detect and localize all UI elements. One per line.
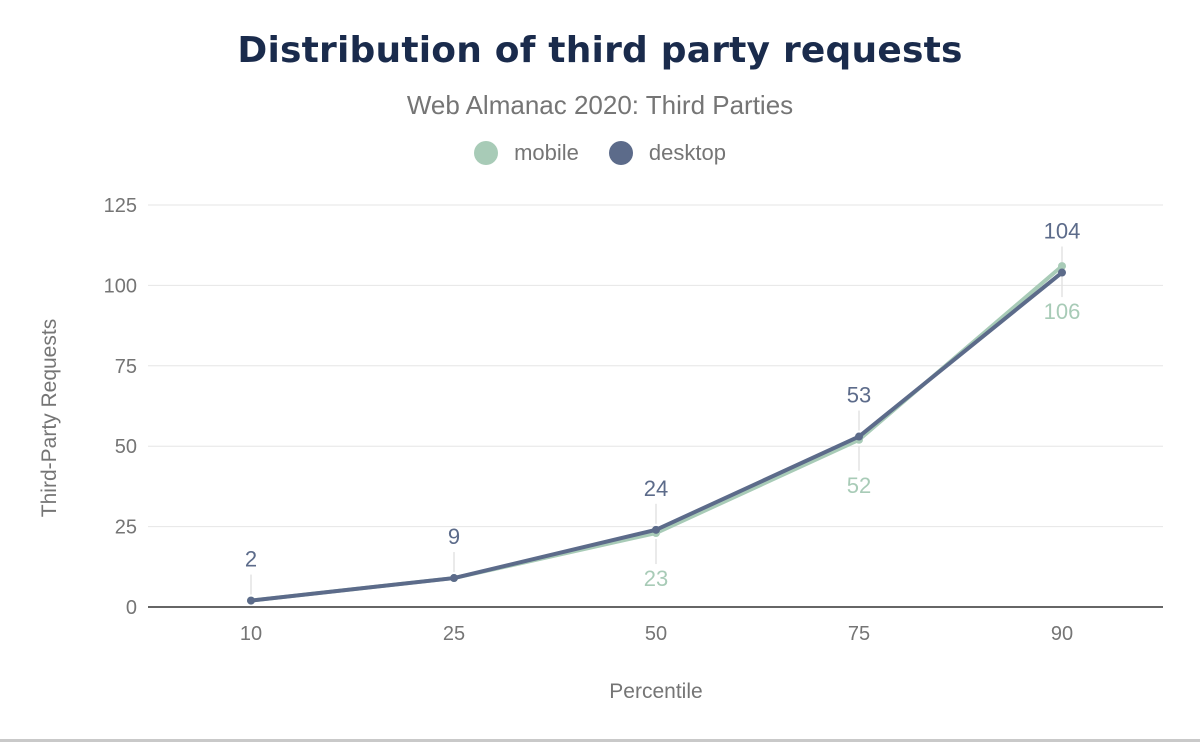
data-label-mobile: 23 — [644, 566, 668, 591]
data-label-desktop: 2 — [245, 547, 257, 572]
data-label-desktop: 9 — [448, 524, 460, 549]
data-point-desktop — [1058, 268, 1066, 277]
y-tick-label: 75 — [115, 356, 137, 378]
legend-item-desktop[interactable]: desktop — [608, 140, 726, 166]
chart-subtitle: Web Almanac 2020: Third Parties — [406, 90, 794, 120]
data-point-desktop — [855, 432, 863, 441]
x-tick-label: 25 — [443, 623, 465, 645]
data-point-desktop — [450, 574, 458, 583]
y-axis-title: Third-Party Requests — [38, 319, 61, 517]
data-label-desktop: 53 — [847, 383, 871, 408]
data-label-mobile: 106 — [1044, 299, 1081, 324]
chart-legend: mobile desktop — [0, 140, 1200, 166]
legend-swatch-desktop — [608, 141, 633, 165]
x-tick-label: 50 — [645, 623, 667, 645]
x-tick-label: 75 — [848, 623, 870, 645]
y-tick-label: 0 — [126, 597, 137, 619]
x-tick-label: 10 — [240, 623, 262, 645]
data-label-desktop: 24 — [644, 476, 668, 501]
x-tick-label: 90 — [1051, 623, 1073, 645]
y-tick-label: 125 — [104, 195, 137, 217]
chart-title: Distribution of third party requests — [237, 30, 963, 71]
series — [247, 262, 1066, 605]
label-connectors — [250, 246, 1063, 595]
data-labels: 23 52 106 2 9 24 53 104 — [245, 219, 1080, 591]
bottom-divider — [0, 739, 1200, 742]
data-point-desktop — [652, 525, 660, 534]
data-point-mobile — [1058, 262, 1066, 271]
y-axis-ticks: 0 25 50 75 100 125 — [104, 195, 137, 619]
legend-label-mobile: mobile — [514, 140, 579, 165]
y-tick-label: 50 — [115, 436, 137, 458]
data-label-desktop: 104 — [1044, 219, 1081, 244]
legend-item-mobile[interactable]: mobile — [474, 140, 579, 166]
y-tick-label: 25 — [115, 517, 137, 539]
legend-label-desktop: desktop — [648, 140, 726, 165]
data-label-mobile: 52 — [847, 473, 871, 498]
gridlines — [148, 204, 1163, 608]
legend-swatch-mobile — [474, 141, 499, 165]
data-point-desktop — [247, 596, 255, 605]
x-axis-title: Percentile — [609, 680, 702, 703]
y-tick-label: 100 — [104, 275, 137, 297]
x-axis-ticks: 10 25 50 75 90 — [240, 623, 1073, 645]
